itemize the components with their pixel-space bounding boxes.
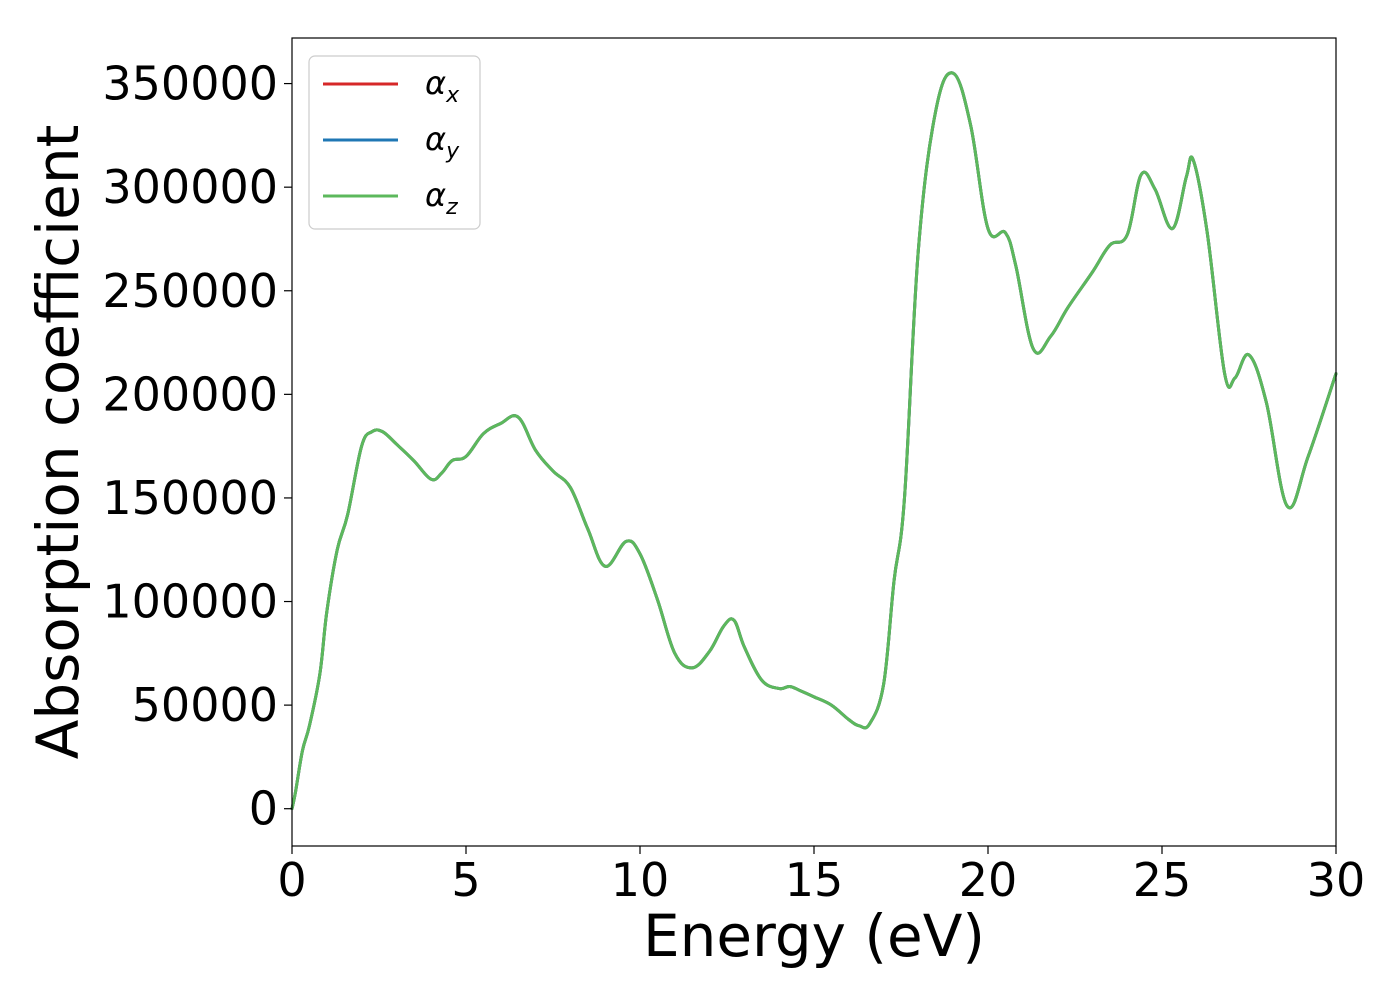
y-axis-ticks: 0 50000 100000 150000 200000 250000 300000 3500… <box>102 57 292 836</box>
y-tick-label: 50000 <box>132 678 278 732</box>
x-tick-label: 20 <box>959 853 1018 907</box>
series-layer <box>290 71 1338 811</box>
y-tick-label: 350000 <box>102 57 278 111</box>
x-tick-label: 10 <box>611 853 670 907</box>
x-tick-label: 5 <box>451 853 480 907</box>
y-tick-label: 150000 <box>102 471 278 525</box>
y-tick-label: 250000 <box>102 264 278 318</box>
legend: αx αy αz <box>308 55 481 230</box>
series-line-3 <box>290 71 1338 811</box>
x-tick-label: 30 <box>1307 853 1366 907</box>
y-axis-title: Absorption coefficient <box>24 125 92 760</box>
legend-label-y: αy <box>425 120 460 164</box>
y-tick-label: 200000 <box>102 367 278 421</box>
x-tick-label: 0 <box>277 853 306 907</box>
legend-label-x: αx <box>425 64 460 108</box>
y-tick-label: 100000 <box>102 575 278 629</box>
legend-label-z: αz <box>425 176 458 220</box>
y-tick-label: 300000 <box>102 160 278 214</box>
x-tick-label: 25 <box>1133 853 1192 907</box>
x-axis-title: Energy (eV) <box>643 902 985 970</box>
y-tick-label: 0 <box>249 782 278 836</box>
legend-box <box>308 55 481 230</box>
x-tick-label: 15 <box>785 853 844 907</box>
x-axis-ticks: 0 5 10 15 20 25 30 <box>277 846 1365 907</box>
